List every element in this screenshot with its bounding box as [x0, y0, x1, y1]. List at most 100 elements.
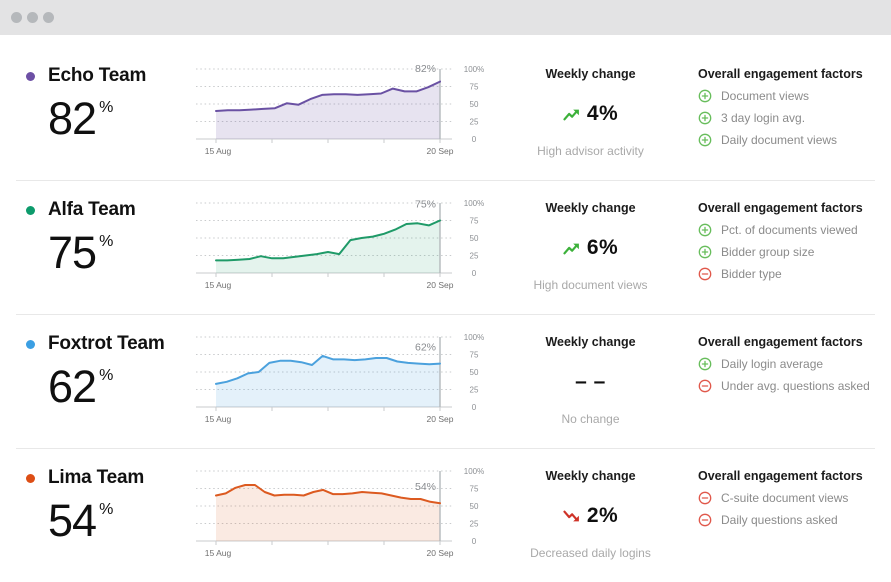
factor-item: Daily login average [698, 357, 875, 371]
weekly-change-header: Weekly change [545, 335, 636, 349]
engagement-score: 75% [48, 227, 114, 278]
chart-end-label: 75% [415, 199, 436, 211]
svg-text:0: 0 [472, 269, 477, 278]
factor-item: 3 day login avg. [698, 111, 875, 125]
window-control-icon[interactable] [27, 12, 38, 23]
team-name: Alfa Team [48, 199, 136, 220]
plus-circle-icon [698, 133, 712, 147]
svg-text:100%: 100% [464, 333, 484, 342]
engagement-factors-column: Overall engagement factors Document view… [662, 59, 875, 180]
team-color-dot-icon [26, 473, 35, 483]
weekly-change-note: No change [561, 412, 620, 426]
percent-sign: % [99, 367, 114, 384]
minus-circle-icon [698, 267, 712, 281]
chart-line [215, 80, 441, 112]
chart-line [215, 484, 441, 505]
factor-item: Bidder group size [698, 245, 875, 259]
team-name: Foxtrot Team [48, 333, 165, 354]
factor-label: Bidder type [721, 267, 782, 281]
team-summary: Alfa Team 75% [16, 193, 194, 314]
window-titlebar [0, 0, 891, 35]
dashboard-content: Echo Team 82% 100% 75 50 25 0 82% 15 Aug 20 Sep… [0, 35, 891, 582]
svg-text:50: 50 [470, 502, 479, 511]
svg-text:75: 75 [470, 217, 479, 226]
svg-text:15 Aug: 15 Aug [205, 280, 232, 290]
chart-area [216, 485, 440, 541]
trending-up-icon [563, 109, 579, 120]
engagement-factors-column: Overall engagement factors Pct. of docum… [662, 193, 875, 314]
svg-text:50: 50 [470, 234, 479, 243]
factor-label: Document views [721, 89, 810, 103]
weekly-change-note: High document views [533, 278, 648, 292]
minus-circle-icon [698, 491, 712, 505]
chart-area [216, 220, 440, 273]
engagement-factors-column: Overall engagement factors C-suite docum… [662, 461, 875, 582]
team-color-dot-icon [26, 71, 35, 81]
factor-item: Under avg. questions asked [698, 379, 875, 393]
factor-label: C-suite document views [721, 491, 849, 505]
trending-down-icon [563, 510, 579, 521]
plus-circle-icon [698, 357, 712, 371]
weekly-change-value: 6% [563, 236, 618, 260]
percent-sign: % [99, 99, 114, 116]
chart-end-label: 54% [415, 481, 436, 493]
weekly-change-value: 4% [563, 102, 618, 126]
team-summary: Foxtrot Team 62% [16, 327, 194, 448]
sparkline-chart: 100% 75 50 25 0 82% 15 Aug 20 Sep [196, 63, 484, 156]
factor-item: Bidder type [698, 267, 875, 281]
sparkline-chart: 100% 75 50 25 0 62% 15 Aug 20 Sep [196, 333, 484, 424]
team-row-foxtrot[interactable]: Foxtrot Team 62% 100% 75 50 25 0 62% 15 Aug 20 … [16, 314, 875, 448]
chart-end-label: 62% [415, 342, 436, 354]
window-control-icon[interactable] [11, 12, 22, 23]
svg-text:25: 25 [470, 252, 479, 261]
svg-text:0: 0 [472, 135, 477, 144]
chart-container: 100% 75 50 25 0 62% 15 Aug 20 Sep [194, 327, 494, 448]
factors-header: Overall engagement factors [698, 335, 863, 349]
plus-circle-icon [698, 223, 712, 237]
weekly-change-header: Weekly change [545, 469, 636, 483]
factor-item: C-suite document views [698, 491, 875, 505]
weekly-change-value: 2% [563, 504, 618, 528]
team-color-dot-icon [26, 339, 35, 349]
team-row-alfa[interactable]: Alfa Team 75% 100% 75 50 25 0 75% 15 Aug 20 Sep… [16, 180, 875, 314]
team-name: Lima Team [48, 467, 145, 488]
chart-line [215, 219, 441, 262]
engagement-score: 62% [48, 361, 114, 412]
no-change-value: – – [575, 370, 606, 393]
svg-text:15 Aug: 15 Aug [205, 548, 232, 558]
team-summary: Lima Team 54% [16, 461, 194, 582]
svg-text:75: 75 [470, 83, 479, 92]
team-name: Echo Team [48, 65, 147, 86]
window-control-icon[interactable] [43, 12, 54, 23]
plus-circle-icon [698, 89, 712, 103]
weekly-change-column: Weekly change 4% High advisor activity [494, 59, 662, 180]
svg-text:100%: 100% [464, 199, 484, 208]
team-row-echo[interactable]: Echo Team 82% 100% 75 50 25 0 82% 15 Aug 20 Sep… [16, 53, 875, 180]
svg-text:100%: 100% [464, 467, 484, 476]
svg-text:25: 25 [470, 118, 479, 127]
factor-label: Under avg. questions asked [721, 379, 870, 393]
factor-label: Pct. of documents viewed [721, 223, 858, 237]
weekly-change-note: Decreased daily logins [530, 546, 651, 560]
factor-label: Daily login average [721, 357, 824, 371]
factor-label: Daily questions asked [721, 513, 838, 527]
chart-container: 100% 75 50 25 0 75% 15 Aug 20 Sep [194, 193, 494, 314]
team-summary: Echo Team 82% [16, 59, 194, 180]
svg-text:15 Aug: 15 Aug [205, 146, 232, 156]
factors-header: Overall engagement factors [698, 67, 863, 81]
chart-container: 100% 75 50 25 0 54% 15 Aug 20 Sep [194, 461, 494, 582]
engagement-factors-column: Overall engagement factors Daily login a… [662, 327, 875, 448]
svg-text:25: 25 [470, 386, 479, 395]
svg-text:75: 75 [470, 351, 479, 360]
factor-label: Daily document views [721, 133, 838, 147]
svg-text:0: 0 [472, 537, 477, 546]
team-row-lima[interactable]: Lima Team 54% 100% 75 50 25 0 54% 15 Aug 20 Sep… [16, 448, 875, 582]
svg-text:50: 50 [470, 368, 479, 377]
factor-label: 3 day login avg. [721, 111, 806, 125]
weekly-change-header: Weekly change [545, 201, 636, 215]
sparkline-chart: 100% 75 50 25 0 54% 15 Aug 20 Sep [196, 467, 484, 558]
weekly-change-header: Weekly change [545, 67, 636, 81]
svg-text:25: 25 [470, 520, 479, 529]
factor-item: Document views [698, 89, 875, 103]
minus-circle-icon [698, 379, 712, 393]
